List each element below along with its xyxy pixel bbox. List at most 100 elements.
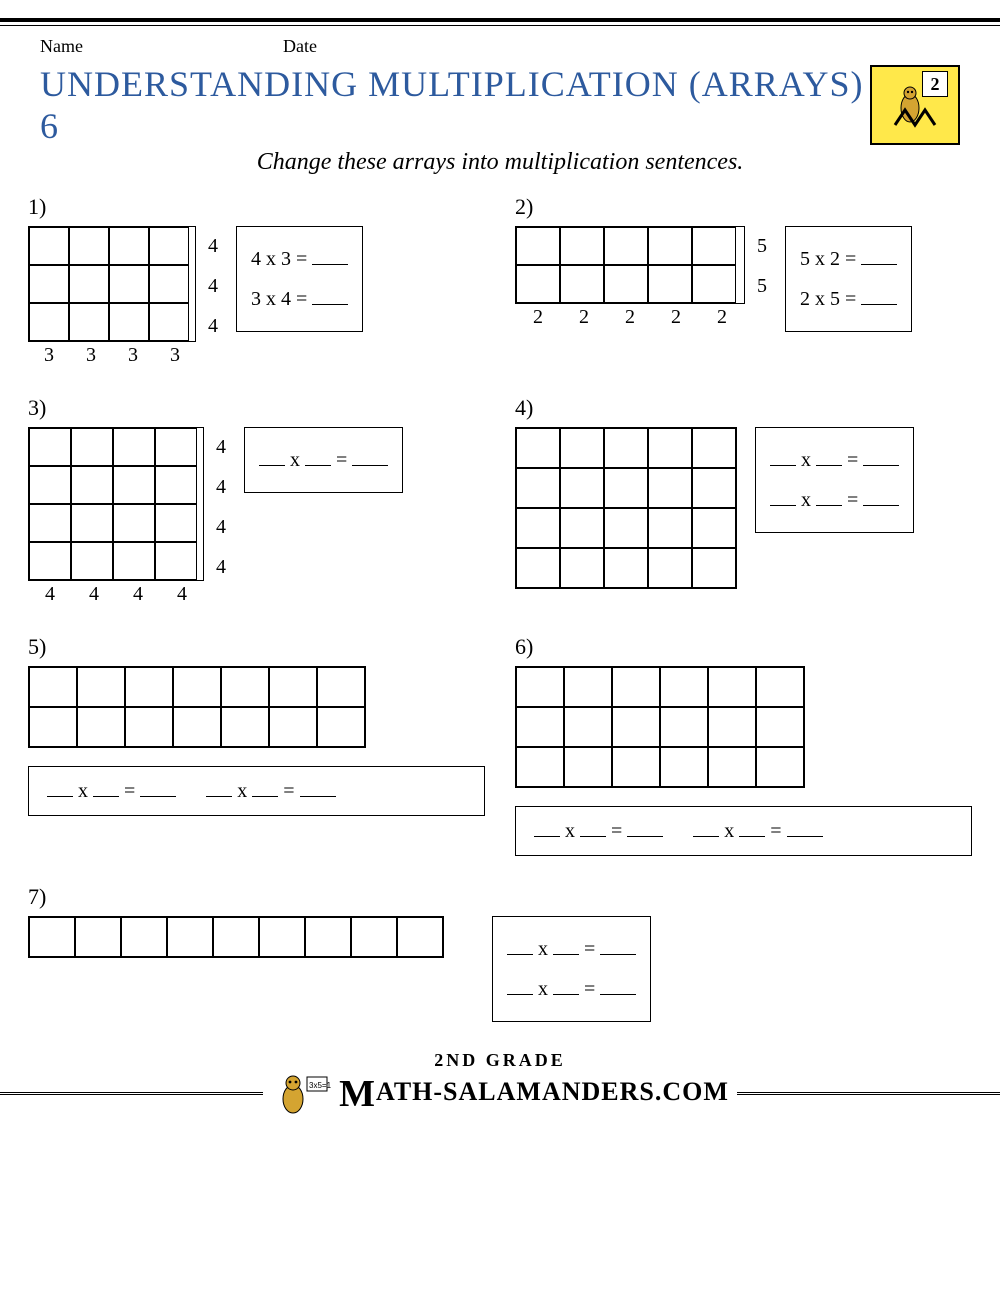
grid-cell: [648, 227, 692, 265]
grid-row: [29, 265, 195, 303]
title-row: UNDERSTANDING MULTIPLICATION (ARRAYS) 6 …: [0, 57, 1000, 147]
grid-cell: [75, 917, 121, 957]
date-label: Date: [283, 36, 317, 57]
grid-cell: [317, 707, 365, 747]
grid-cell: [109, 303, 149, 341]
grid-cell: [604, 428, 648, 468]
subtitle: Change these arrays into multiplication …: [0, 149, 1000, 176]
grid-row: [516, 227, 744, 265]
grid-cell: [708, 667, 756, 707]
footer-salamander-icon: 3x5=15: [271, 1071, 331, 1117]
row-label: 5: [753, 226, 767, 266]
col-label: 4: [72, 583, 116, 606]
grid-cell: [516, 667, 564, 707]
grid-cell: [269, 667, 317, 707]
grid-row: [29, 466, 203, 504]
grid-cell: [648, 428, 692, 468]
grid-cell: [560, 468, 604, 508]
grid-cell: [648, 548, 692, 588]
grid-row: [29, 227, 195, 265]
problem-number: 7): [28, 884, 972, 910]
grid-cell: [113, 542, 155, 580]
name-label: Name: [40, 36, 83, 57]
problem: 3)44444444 x =: [28, 395, 485, 606]
col-label: 3: [28, 344, 70, 367]
answer-box: x = x =: [28, 766, 485, 816]
array-wrap: 22222: [515, 226, 745, 329]
grid-cell: [149, 265, 189, 303]
grid-cell: [213, 917, 259, 957]
array-wrap: [28, 916, 444, 958]
grid-row: [29, 917, 443, 957]
grid-cell: [516, 227, 560, 265]
grid-cell: [516, 548, 560, 588]
grid-cell: [149, 303, 189, 341]
col-label: 2: [653, 306, 699, 329]
grid-cell: [71, 428, 113, 466]
grid-cell: [155, 428, 197, 466]
array-area: 44444444 x =: [28, 427, 485, 606]
grid-cell: [113, 466, 155, 504]
col-label: 2: [699, 306, 745, 329]
grid-cell: [173, 707, 221, 747]
grid-row: [29, 707, 365, 747]
grid-cell: [564, 707, 612, 747]
problem: 2) 22222555 x 2 = 2 x 5 =: [515, 194, 972, 367]
grid-cell: [660, 667, 708, 707]
grid-cell: [604, 227, 648, 265]
grid-cell: [604, 508, 648, 548]
answer-box: x = x =: [755, 427, 914, 533]
grid-cell: [69, 265, 109, 303]
grid-cell: [71, 466, 113, 504]
header-fields: Name Date: [0, 36, 1000, 57]
grid-cell: [660, 707, 708, 747]
grid-cell: [29, 667, 77, 707]
grid-cell: [317, 667, 365, 707]
brand-prefix: M: [339, 1073, 376, 1115]
grid-row: [516, 548, 736, 588]
array-area: [28, 666, 485, 748]
grid-cell: [648, 265, 692, 303]
grid-row: [29, 303, 195, 341]
footer-brand-line: 3x5=15 MATH-SALAMANDERS.COM: [0, 1071, 1000, 1117]
grid-cell: [692, 265, 736, 303]
grid-cell: [708, 707, 756, 747]
grid-cell: [259, 917, 305, 957]
row-label: 4: [212, 467, 226, 507]
problem-number: 4): [515, 395, 972, 421]
grid-cell: [69, 303, 109, 341]
grid-cell: [604, 548, 648, 588]
grid-cell: [692, 428, 736, 468]
grid-cell: [113, 428, 155, 466]
grid-row: [29, 542, 203, 580]
footer-brand: MATH-SALAMANDERS.COM: [339, 1072, 729, 1116]
grid-cell: [648, 508, 692, 548]
grid-cell: [77, 667, 125, 707]
grid-row: [29, 667, 365, 707]
problem-row: 5) x = x = 6) x = x =: [28, 634, 972, 856]
grid-row: [516, 707, 804, 747]
grid-cell: [564, 667, 612, 707]
grid-cell: [560, 548, 604, 588]
top-rule: [0, 18, 1000, 26]
grid-cell: [125, 667, 173, 707]
answer-box: 4 x 3 = 3 x 4 =: [236, 226, 363, 332]
grid-cell: [149, 227, 189, 265]
answer-box: x =: [244, 427, 403, 493]
worksheet-page: Name Date UNDERSTANDING MULTIPLICATION (…: [0, 18, 1000, 1137]
array-wrap: 3333: [28, 226, 196, 367]
array-wrap: [28, 666, 366, 748]
problem-row: 1)33334444 x 3 = 3 x 4 = 2)22222555 x 2 …: [28, 194, 972, 367]
grid-cell: [516, 508, 560, 548]
grid-cell: [397, 917, 443, 957]
grid-cell: [173, 667, 221, 707]
problem-number: 6): [515, 634, 972, 660]
answer-box: 5 x 2 = 2 x 5 =: [785, 226, 912, 332]
footer-rule-left: [0, 1092, 263, 1096]
array-area: x = x =: [515, 427, 972, 589]
array-grid: [515, 666, 805, 788]
row-labels: 55: [753, 226, 767, 306]
problem-number: 2): [515, 194, 972, 220]
col-label: 2: [561, 306, 607, 329]
grid-cell: [612, 667, 660, 707]
